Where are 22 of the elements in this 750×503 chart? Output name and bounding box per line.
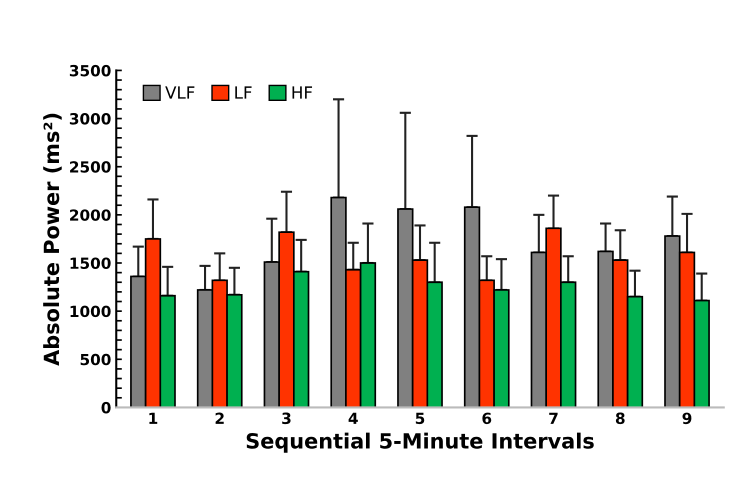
- y-tick-label: 1500: [70, 257, 111, 270]
- x-tick-label: 5: [416, 412, 424, 424]
- y-tick-label: 500: [80, 354, 111, 366]
- y-tick-label: 1000: [70, 306, 111, 318]
- y-tick-label: 3500: [70, 64, 111, 76]
- legend-label: LF: [235, 86, 252, 99]
- legend-label: HF: [292, 86, 312, 99]
- y-axis-title: Absolute Power (ms²): [43, 114, 62, 366]
- legend-label: VLF: [165, 86, 194, 99]
- x-tick-label: 8: [616, 412, 625, 424]
- x-tick-label: 2: [216, 412, 224, 424]
- y-tick-label: 0: [101, 402, 111, 414]
- y-tick-label: 2500: [70, 161, 111, 173]
- y-tick-label: 3000: [70, 113, 111, 125]
- x-tick-label: 9: [682, 412, 692, 424]
- x-tick-label: 1: [149, 412, 158, 424]
- x-tick-label: 7: [549, 412, 558, 424]
- x-tick-label: 3: [282, 412, 291, 424]
- x-axis-title: Sequential 5-Minute Intervals: [246, 432, 594, 453]
- y-tick-label: 2000: [70, 209, 111, 221]
- x-tick-label: 6: [482, 412, 492, 424]
- x-tick-label: 4: [348, 412, 358, 424]
